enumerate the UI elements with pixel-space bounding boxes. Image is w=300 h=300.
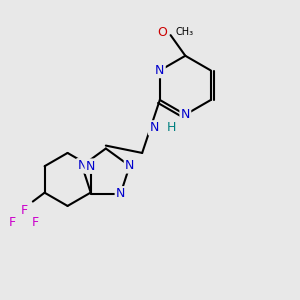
Text: H: H xyxy=(167,122,177,134)
Text: O: O xyxy=(157,26,167,39)
Text: N: N xyxy=(125,159,134,172)
Text: CH₃: CH₃ xyxy=(175,27,193,37)
Text: N: N xyxy=(77,159,87,172)
Text: N: N xyxy=(149,122,159,134)
Text: F: F xyxy=(32,216,39,229)
Text: F: F xyxy=(9,216,16,229)
Text: N: N xyxy=(155,64,164,77)
Text: N: N xyxy=(86,160,95,173)
Text: N: N xyxy=(181,108,190,121)
Text: N: N xyxy=(116,187,125,200)
Text: F: F xyxy=(20,204,28,217)
